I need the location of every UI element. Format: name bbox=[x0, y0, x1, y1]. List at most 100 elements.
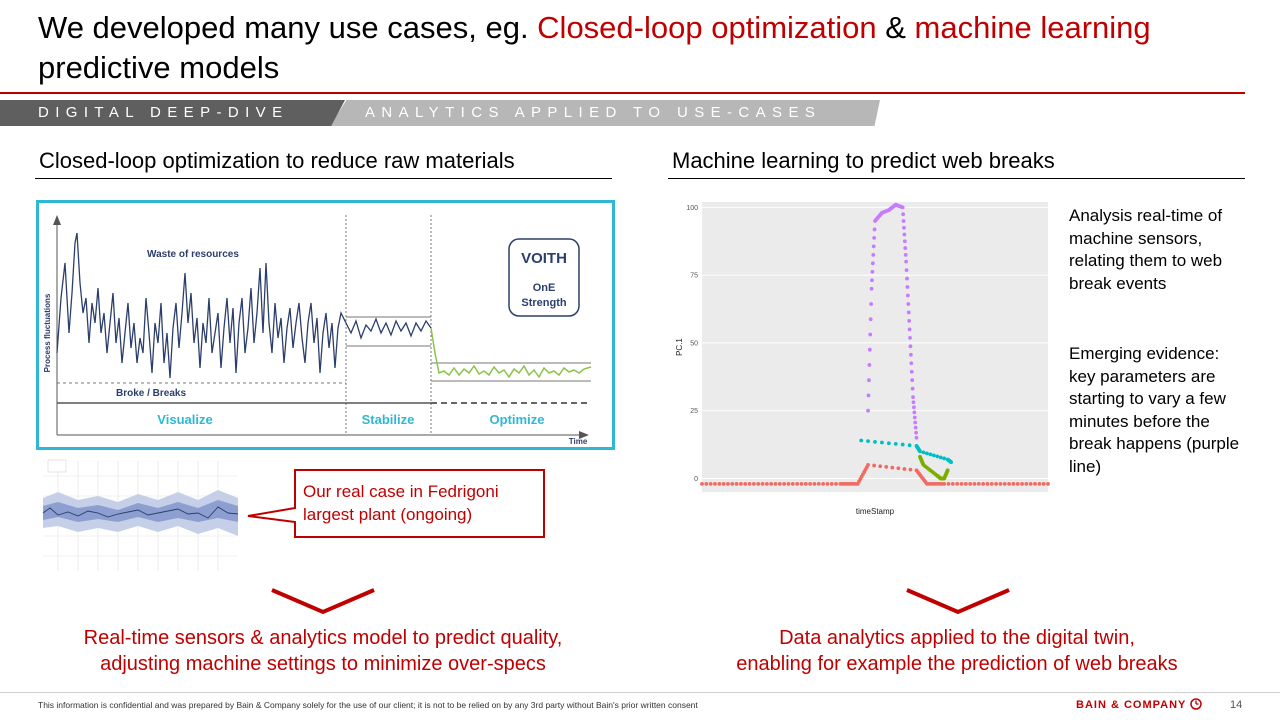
web-break-data-point bbox=[884, 465, 889, 469]
web-break-chart: 0 25 50 75 100 timeStamp PC.1 bbox=[672, 196, 1050, 522]
web-break-data-point bbox=[872, 463, 877, 468]
web-break-data-point bbox=[945, 468, 950, 473]
web-break-data-point bbox=[906, 302, 911, 306]
voith-logo-line2: Strength bbox=[521, 297, 567, 309]
phase-visualize-label: Visualize bbox=[157, 412, 212, 427]
broke-label: Broke / Breaks bbox=[116, 388, 186, 399]
web-break-data-point bbox=[994, 481, 998, 486]
web-break-data-point bbox=[760, 481, 765, 486]
web-break-data-point bbox=[1002, 481, 1007, 486]
web-break-data-point bbox=[871, 252, 876, 257]
confidentiality-note: This information is confidential and was… bbox=[38, 700, 698, 710]
web-break-data-point bbox=[872, 227, 877, 232]
tag-analytics bbox=[330, 100, 880, 126]
web-break-data-point bbox=[942, 481, 947, 486]
web-break-data-point bbox=[726, 481, 730, 486]
web-break-data-point bbox=[713, 481, 717, 486]
web-break-data-point bbox=[959, 481, 964, 486]
web-break-data-point bbox=[918, 449, 922, 454]
left-section-heading: Closed-loop optimization to reduce raw m… bbox=[39, 148, 515, 173]
web-break-data-point bbox=[904, 268, 909, 272]
web-break-data-point bbox=[821, 481, 825, 486]
web-break-data-point bbox=[910, 386, 915, 391]
diagram-y-label: Process fluctuations bbox=[43, 293, 52, 372]
web-break-data-point bbox=[752, 481, 756, 486]
footer-divider bbox=[0, 692, 1280, 693]
web-break-data-point bbox=[1011, 481, 1016, 486]
title-part1: We developed many use cases, eg. bbox=[38, 10, 538, 45]
right-chevron-icon bbox=[906, 588, 1010, 615]
web-break-data-point bbox=[734, 481, 739, 486]
web-break-data-point bbox=[870, 278, 874, 283]
web-break-data-point bbox=[903, 252, 908, 257]
analysis-text: Analysis real-time of machine sensors, r… bbox=[1069, 206, 1223, 293]
web-break-data-point bbox=[909, 369, 914, 374]
web-break-data-point bbox=[902, 232, 907, 237]
web-break-data-point bbox=[976, 481, 981, 486]
web-break-data-point bbox=[913, 420, 918, 425]
web-break-data-point bbox=[911, 400, 916, 405]
web-break-data-point bbox=[867, 378, 871, 383]
web-break-data-point bbox=[906, 310, 911, 315]
web-break-data-point bbox=[764, 481, 769, 486]
web-break-data-point bbox=[866, 462, 870, 467]
web-break-data-point bbox=[867, 347, 872, 352]
web-break-data-point bbox=[812, 481, 817, 486]
slide-title: We developed many use cases, eg. Closed-… bbox=[38, 8, 1248, 88]
web-break-data-point bbox=[756, 481, 761, 486]
web-break-data-point bbox=[890, 465, 895, 470]
web-break-data-point bbox=[747, 481, 752, 486]
web-break-data-point bbox=[1020, 481, 1024, 486]
tag-analytics-label: ANALYTICS APPLIED TO USE-CASES bbox=[365, 104, 822, 121]
web-break-data-point bbox=[859, 438, 864, 443]
web-break-data-point bbox=[704, 481, 709, 486]
web-break-data-point bbox=[867, 363, 872, 367]
fedrigoni-thumbnail-chart bbox=[38, 456, 240, 578]
bain-logo-text: BAIN & COMPANY bbox=[1076, 699, 1187, 711]
web-break-data-point bbox=[795, 481, 800, 486]
web-break-data-point bbox=[808, 481, 813, 486]
web-break-data-point bbox=[1015, 481, 1020, 486]
title-part3: predictive models bbox=[38, 50, 280, 85]
web-break-data-point bbox=[1041, 481, 1046, 486]
web-break-data-point bbox=[925, 451, 929, 456]
callout-text: Our real case in Fedrigoni largest plant… bbox=[303, 482, 499, 524]
web-break-data-point bbox=[871, 244, 876, 249]
web-break-data-point bbox=[799, 481, 804, 486]
web-break-data-point bbox=[866, 439, 870, 444]
web-break-data-point bbox=[816, 481, 821, 486]
web-break-data-point bbox=[786, 481, 791, 486]
web-break-data-point bbox=[914, 430, 918, 435]
web-break-data-point bbox=[912, 405, 916, 410]
web-break-data-point bbox=[905, 293, 910, 298]
web-break-data-point bbox=[911, 395, 915, 400]
web-break-data-point bbox=[900, 205, 905, 210]
web-break-data-point bbox=[913, 425, 918, 430]
web-break-data-point bbox=[942, 456, 947, 461]
optimize-signal-line bbox=[430, 327, 592, 379]
web-break-data-point bbox=[773, 481, 778, 486]
web-break-data-point bbox=[769, 481, 774, 486]
web-break-data-point bbox=[1037, 481, 1042, 486]
web-break-data-point bbox=[963, 481, 968, 486]
diagram-time-label: Time bbox=[569, 437, 588, 446]
web-break-data-point bbox=[717, 481, 722, 486]
web-break-y-tick-label: 100 bbox=[686, 205, 698, 212]
web-break-data-point bbox=[931, 453, 936, 458]
web-break-chart-svg: 0 25 50 75 100 timeStamp PC.1 bbox=[675, 202, 1050, 516]
web-break-data-point bbox=[829, 481, 834, 486]
web-break-data-point bbox=[878, 464, 883, 469]
web-break-data-point bbox=[869, 302, 874, 306]
tag-digital-deep-dive bbox=[0, 100, 345, 126]
web-break-data-point bbox=[790, 481, 795, 486]
right-conclusion: Data analytics applied to the digital tw… bbox=[655, 625, 1259, 677]
web-break-data-point bbox=[902, 225, 906, 230]
title-highlight-closed-loop: Closed-loop optimization bbox=[537, 10, 877, 45]
web-break-data-point bbox=[868, 317, 873, 322]
web-break-data-point bbox=[700, 481, 704, 486]
left-chevron-icon bbox=[271, 588, 375, 615]
diagram-y-arrow-icon bbox=[53, 215, 61, 225]
web-break-data-point bbox=[972, 481, 977, 486]
right-conclusion-line2: enabling for example the prediction of w… bbox=[736, 653, 1178, 675]
web-break-data-point bbox=[803, 481, 808, 486]
